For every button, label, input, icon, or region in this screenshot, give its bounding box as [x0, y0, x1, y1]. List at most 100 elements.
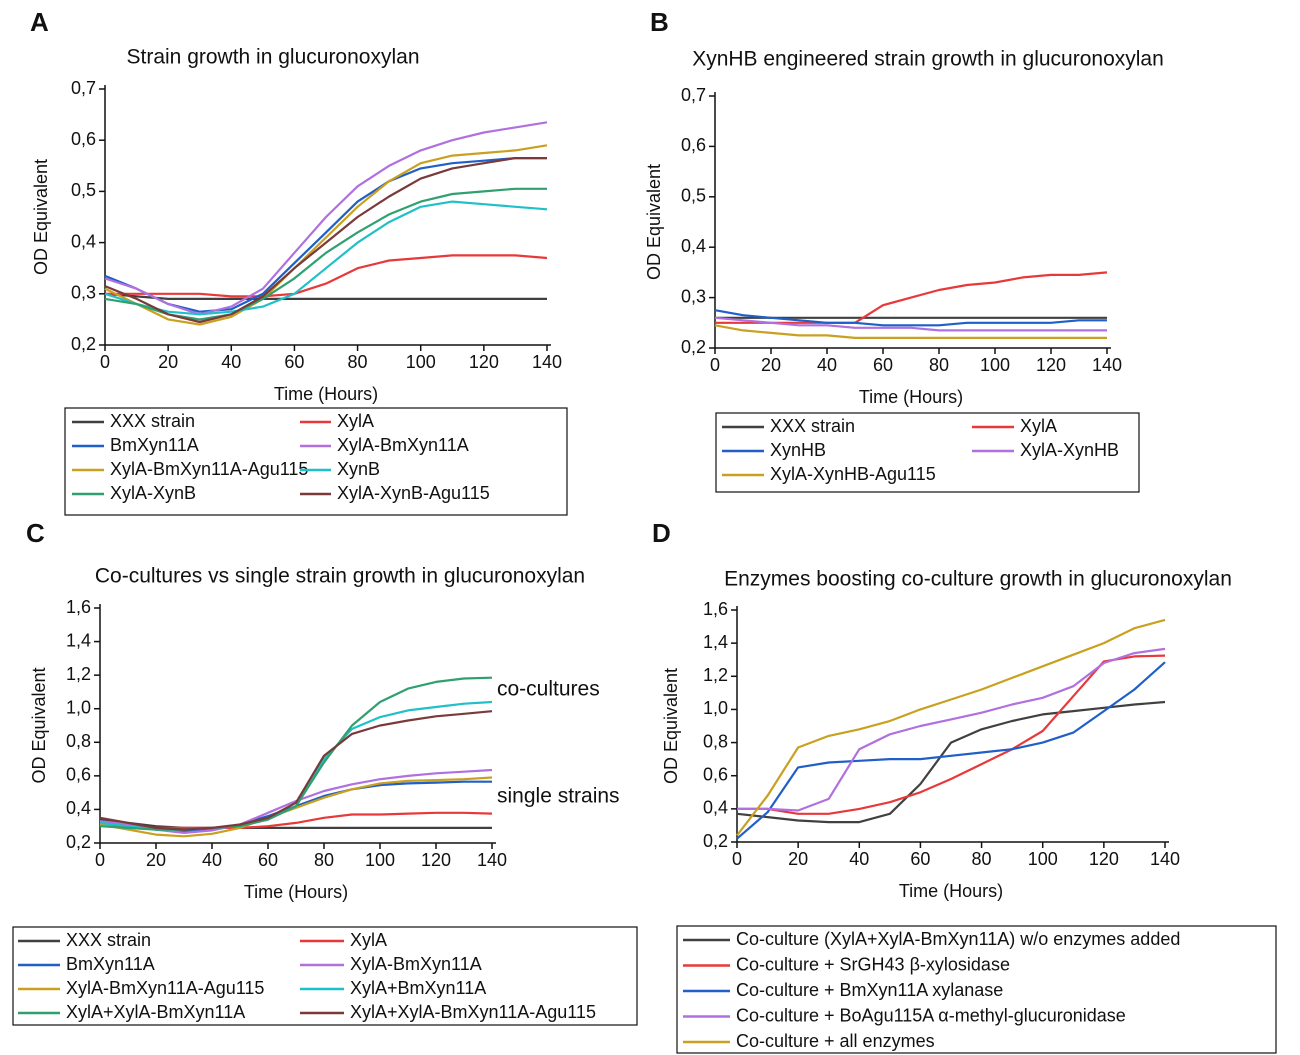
x-tick-label: 60: [910, 849, 930, 869]
series-line: [737, 647, 1166, 812]
chart-title: XynHB engineered strain growth in glucur…: [692, 48, 1164, 71]
x-tick-label: 100: [1028, 849, 1058, 869]
panel-label: B: [650, 7, 669, 37]
y-tick-label: 1,4: [703, 632, 728, 652]
series-line: [736, 700, 1166, 824]
chart-title: Strain growth in glucuronoxylan: [127, 46, 420, 69]
legend-label: XXX strain: [110, 411, 195, 431]
y-tick-label: 0,6: [71, 129, 96, 149]
series-line: [736, 618, 1166, 837]
y-tick-label: 0,2: [681, 337, 706, 357]
series-line: [104, 144, 548, 326]
y-tick-label: 0,6: [703, 764, 728, 784]
series-line: [715, 271, 1108, 324]
series-line: [104, 121, 548, 316]
x-tick-label: 60: [284, 352, 304, 372]
y-tick-label: 1,4: [66, 630, 91, 650]
y-tick-label: 0,2: [703, 831, 728, 851]
y-tick-label: 0,3: [71, 283, 96, 303]
legend-label: BmXyn11A: [66, 954, 155, 974]
panel-label: C: [26, 518, 45, 548]
legend-label: Co-culture + BmXyn11A xylanase: [736, 980, 1003, 1000]
y-tick-label: 1,6: [703, 599, 728, 619]
legend-label: XXX strain: [770, 416, 855, 436]
legend-label: Co-culture + all enzymes: [736, 1031, 935, 1051]
legend-label: XXX strain: [66, 930, 151, 950]
y-tick-label: 0,3: [681, 286, 706, 306]
series-line: [714, 316, 1107, 332]
y-tick-label: 0,2: [66, 832, 91, 852]
x-tick-label: 0: [710, 355, 720, 375]
x-tick-label: 40: [221, 352, 241, 372]
x-tick-label: 0: [100, 352, 110, 372]
y-tick-label: 0,4: [681, 236, 706, 256]
legend-label: XylA-XynHB: [1020, 440, 1119, 460]
x-tick-label: 60: [873, 355, 893, 375]
x-tick-label: 0: [95, 850, 105, 870]
x-axis-label: Time (Hours): [274, 384, 378, 404]
x-tick-label: 120: [469, 352, 499, 372]
y-tick-label: 0,7: [71, 78, 96, 98]
x-tick-label: 140: [1150, 849, 1180, 869]
legend-label: Co-culture + SrGH43 β-xylosidase: [736, 954, 1010, 974]
y-tick-label: 0,5: [71, 180, 96, 200]
legend-label: XylA+XylA-BmXyn11A: [66, 1002, 245, 1022]
y-tick-label: 0,7: [681, 85, 706, 105]
y-tick-label: 0,6: [66, 765, 91, 785]
y-tick-label: 1,6: [66, 597, 91, 617]
legend-label: XylA-BmXyn11A: [337, 435, 469, 455]
legend-box: [12, 926, 638, 1026]
legend-box: [676, 925, 1277, 1054]
y-tick-label: 0,4: [71, 231, 96, 251]
x-tick-label: 40: [849, 849, 869, 869]
legend-label: Co-culture + BoAgu115A α-methyl-glucuron…: [736, 1005, 1126, 1025]
x-axis-label: Time (Hours): [899, 881, 1003, 901]
series-line: [104, 157, 547, 324]
legend-label: XynHB: [770, 440, 826, 460]
legend-label: Co-culture (XylA+XylA-BmXyn11A) w/o enzy…: [736, 929, 1180, 949]
panel-label: A: [30, 7, 49, 37]
x-tick-label: 20: [146, 850, 166, 870]
x-tick-label: 80: [929, 355, 949, 375]
legend-label: XylA-XynB: [110, 483, 196, 503]
x-axis-label: Time (Hours): [859, 387, 963, 407]
x-tick-label: 100: [980, 355, 1010, 375]
y-axis-label: OD Equivalent: [661, 668, 681, 784]
y-tick-label: 0,5: [681, 186, 706, 206]
legend-label: XylA-BmXyn11A-Agu115: [66, 978, 264, 998]
chart-title: Co-cultures vs single strain growth in g…: [95, 565, 585, 588]
legend-label: XylA-XynB-Agu115: [337, 483, 490, 503]
series-line: [104, 200, 548, 316]
series-line: [714, 309, 1107, 327]
x-axis-label: Time (Hours): [244, 882, 348, 902]
series-line: [99, 776, 493, 838]
y-axis-label: OD Equivalent: [31, 159, 51, 275]
panel-label: D: [652, 518, 671, 548]
x-tick-label: 100: [365, 850, 395, 870]
series-line: [736, 661, 1166, 840]
annotation: single strains: [497, 785, 620, 808]
x-tick-label: 80: [972, 849, 992, 869]
x-tick-label: 80: [314, 850, 334, 870]
series-line: [105, 254, 548, 298]
legend-box: [715, 412, 1140, 493]
y-tick-label: 0,4: [703, 798, 728, 818]
x-tick-label: 40: [817, 355, 837, 375]
series-line: [99, 700, 493, 831]
y-tick-label: 1,2: [66, 664, 91, 684]
x-tick-label: 120: [1089, 849, 1119, 869]
y-tick-label: 0,4: [66, 798, 91, 818]
legend-box: [64, 407, 568, 516]
legend-label: XylA-BmXyn11A-Agu115: [110, 459, 308, 479]
x-tick-label: 20: [761, 355, 781, 375]
legend-label: XylA-BmXyn11A: [350, 954, 482, 974]
y-tick-label: 1,0: [66, 697, 91, 717]
series-line: [737, 654, 1166, 815]
x-tick-label: 140: [1092, 355, 1122, 375]
x-tick-label: 40: [202, 850, 222, 870]
legend-label: XylA: [337, 411, 374, 431]
x-tick-label: 80: [348, 352, 368, 372]
series-line: [104, 157, 547, 313]
legend-label: XylA-XynHB-Agu115: [770, 464, 936, 484]
y-tick-label: 0,2: [71, 334, 96, 354]
